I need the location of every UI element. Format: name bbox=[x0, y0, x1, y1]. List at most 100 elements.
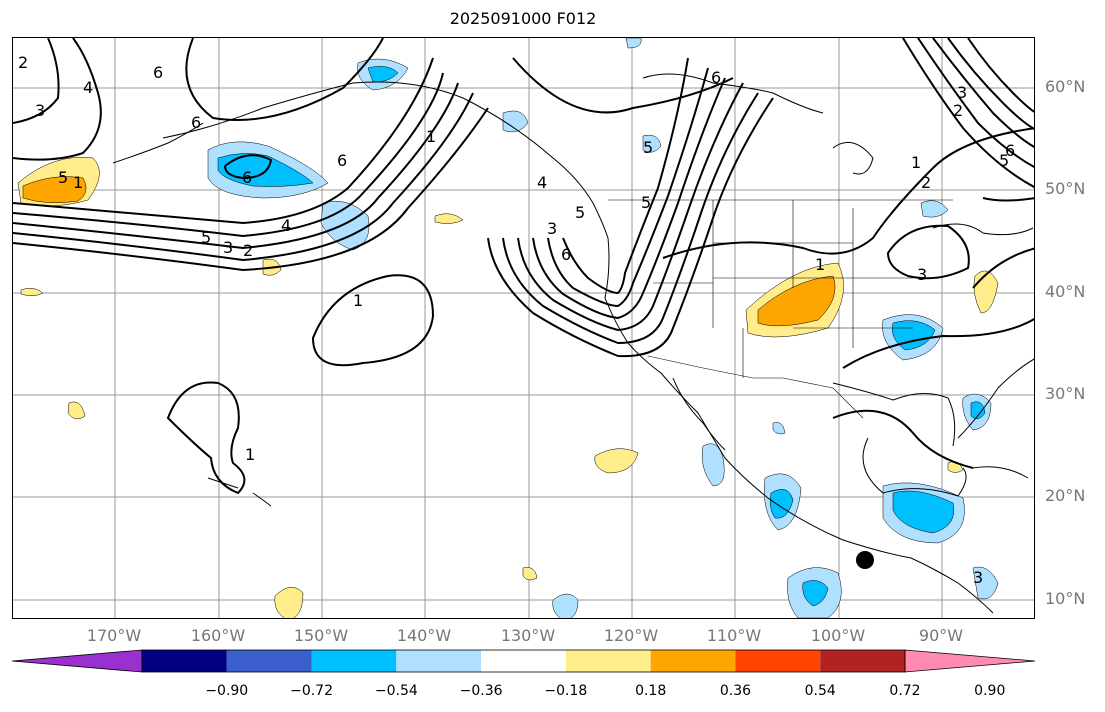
contour-label: 6 bbox=[561, 245, 571, 264]
aleutian-chain bbox=[112, 122, 204, 164]
contour-label: 3 bbox=[973, 568, 983, 587]
lon-label: 170°W bbox=[86, 626, 142, 645]
lon-label: 140°W bbox=[396, 626, 452, 645]
cool-anomaly-region bbox=[320, 200, 370, 251]
great-lakes bbox=[932, 223, 1034, 236]
state-borders bbox=[653, 200, 913, 378]
contour-label: 5 bbox=[999, 151, 1009, 170]
warm-anomaly-region bbox=[20, 287, 44, 296]
warm-anomaly-region bbox=[973, 270, 999, 314]
contour-line bbox=[185, 38, 384, 121]
cool-anomaly-region bbox=[802, 580, 829, 607]
north-america-west-coast bbox=[604, 237, 994, 614]
us-mexico-border bbox=[647, 355, 864, 419]
cool-anomaly-region bbox=[502, 110, 529, 133]
contour-label: 6 bbox=[711, 68, 721, 87]
colorbar bbox=[11, 649, 1036, 673]
colorbar-tick-label: 0.36 bbox=[719, 683, 752, 699]
map-canvas: 1 2 3 4 5 6 5 6 6 5 4 3 2 1 1 1 3 4 5 6 … bbox=[13, 38, 1034, 618]
lat-label: 50°N bbox=[1045, 179, 1086, 198]
cool-anomaly-region bbox=[920, 200, 949, 218]
contour-label: 2 bbox=[18, 53, 28, 72]
contour-lines bbox=[13, 38, 1034, 495]
colorbar-segment bbox=[142, 650, 227, 672]
contour-line bbox=[982, 197, 1034, 202]
contour-line bbox=[902, 38, 1034, 189]
contour-label: 1 bbox=[245, 445, 255, 464]
lon-label: 150°W bbox=[293, 626, 349, 645]
lat-label: 30°N bbox=[1045, 384, 1086, 403]
cool-anomaly-region bbox=[892, 490, 955, 534]
hudson-bay bbox=[832, 141, 874, 175]
contour-label-group: 1 2 3 4 5 6 5 6 6 5 4 3 2 1 1 1 3 4 5 6 … bbox=[18, 53, 1015, 587]
contour-label: 5 bbox=[575, 203, 585, 222]
contour-line bbox=[13, 92, 474, 262]
arctic-coast bbox=[642, 73, 824, 114]
coastlines bbox=[112, 73, 1034, 614]
contour-line bbox=[932, 38, 1034, 148]
colorbar-segment bbox=[820, 650, 905, 672]
contour-line bbox=[13, 72, 444, 238]
contour-line bbox=[532, 77, 726, 320]
contour-label: 2 bbox=[921, 173, 931, 192]
cool-anomaly-region bbox=[970, 401, 986, 420]
lon-label: 160°W bbox=[190, 626, 246, 645]
contour-label: 6 bbox=[153, 63, 163, 82]
colorbar-extend-high bbox=[904, 649, 1036, 673]
warm-anomaly-region bbox=[22, 176, 87, 204]
contour-line bbox=[917, 38, 1034, 169]
contour-line bbox=[223, 154, 273, 180]
contour-line bbox=[502, 92, 759, 345]
lon-label: 130°W bbox=[500, 626, 556, 645]
contour-label: 3 bbox=[223, 238, 233, 257]
contour-label: 4 bbox=[83, 78, 93, 97]
contour-label: 5 bbox=[641, 193, 651, 212]
contour-label: 6 bbox=[337, 151, 347, 170]
colorbar-tick-label: −0.72 bbox=[290, 683, 333, 699]
contour-line bbox=[13, 38, 102, 161]
contour-line bbox=[166, 381, 246, 495]
contour-line bbox=[886, 224, 970, 280]
contour-line bbox=[13, 107, 489, 272]
contour-label: 3 bbox=[35, 101, 45, 120]
alaska-coast bbox=[162, 81, 609, 239]
contour-label: 3 bbox=[917, 265, 927, 284]
cool-anomaly-region bbox=[552, 593, 579, 618]
contour-line bbox=[662, 127, 1034, 259]
map-panel: 1 2 3 4 5 6 5 6 6 5 4 3 2 1 1 1 3 4 5 6 … bbox=[12, 37, 1035, 619]
colorbar-segment bbox=[226, 650, 312, 672]
contour-line bbox=[13, 82, 459, 250]
colorbar-tick-label: −0.36 bbox=[459, 683, 503, 699]
lat-label: 60°N bbox=[1045, 77, 1086, 96]
lon-label: 100°W bbox=[810, 626, 866, 645]
lat-label: 20°N bbox=[1045, 486, 1086, 505]
colorbar-tick-label: 0.18 bbox=[635, 683, 667, 699]
contour-label: 1 bbox=[815, 255, 825, 274]
shaded-anomalies bbox=[17, 38, 999, 618]
cool-anomaly-region bbox=[642, 134, 662, 153]
contour-label: 1 bbox=[353, 291, 363, 310]
warm-anomaly-region bbox=[67, 401, 86, 420]
contour-label: 4 bbox=[281, 216, 291, 235]
cuba bbox=[972, 466, 1029, 479]
contour-line bbox=[947, 38, 1034, 130]
colorbar-segment bbox=[396, 650, 482, 672]
warm-anomaly-region bbox=[522, 567, 538, 581]
contour-label: 5 bbox=[201, 228, 211, 247]
warm-anomaly-region bbox=[434, 213, 464, 224]
lat-label: 40°N bbox=[1045, 282, 1086, 301]
colorbar-tick-label: 0.54 bbox=[804, 683, 836, 699]
contour-line bbox=[967, 38, 1034, 113]
graticule bbox=[13, 38, 1034, 618]
contour-line bbox=[547, 67, 709, 308]
colorbar-tick-label: 0.72 bbox=[889, 683, 921, 699]
contour-line bbox=[512, 57, 734, 114]
contour-label: 6 bbox=[242, 168, 252, 187]
location-marker bbox=[856, 551, 874, 569]
contour-line bbox=[842, 317, 1034, 369]
cool-anomaly-region bbox=[701, 443, 725, 487]
colorbar-segment bbox=[481, 650, 566, 672]
contour-label: 6 bbox=[1005, 141, 1015, 160]
lon-label: 90°W bbox=[918, 626, 964, 645]
contour-line bbox=[562, 57, 689, 295]
